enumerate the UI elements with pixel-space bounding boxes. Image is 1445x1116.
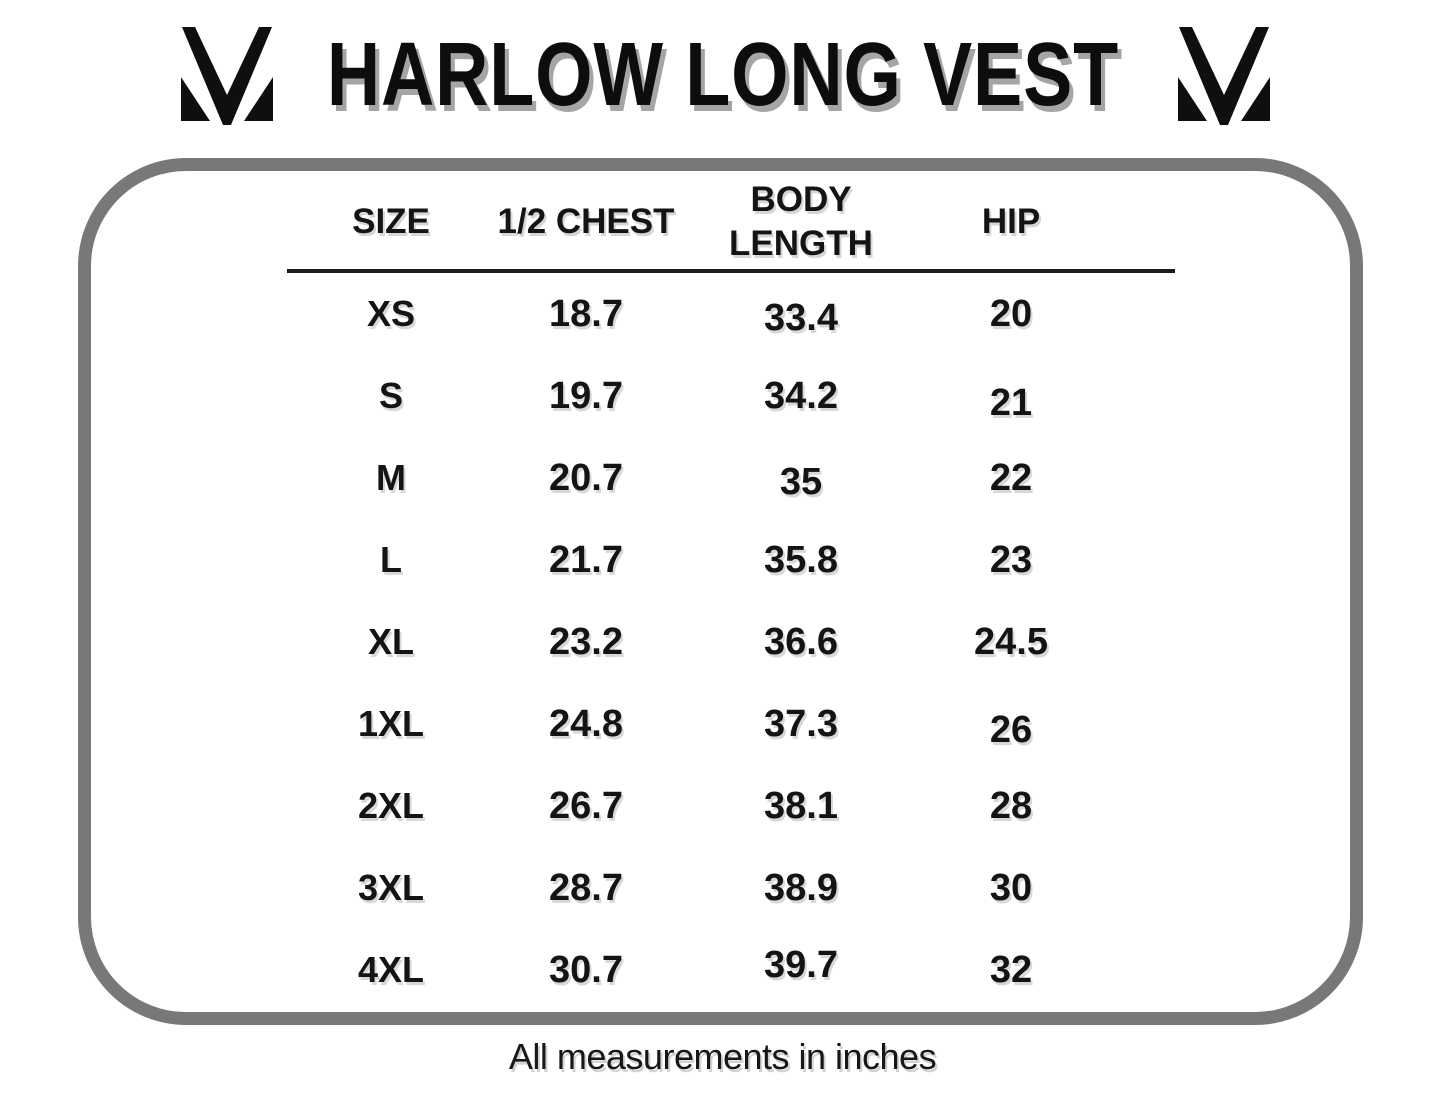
table-row: L 21.7 35.8 23 xyxy=(287,519,1179,601)
size-chart-table: SIZE 1/2 CHEST BODY LENGTH HIP XS 18.7 3… xyxy=(287,175,1179,1011)
size-cell: 2XL xyxy=(357,785,425,826)
size-cell: 3XL xyxy=(357,867,425,908)
footer-note: All measurements in inches xyxy=(508,1036,937,1077)
table-row: 1XL 24.8 37.3 26 xyxy=(287,683,1179,765)
body-length-cell: 39.7 xyxy=(764,943,838,986)
table-row: 3XL 28.7 38.9 30 xyxy=(287,847,1179,929)
col-header-size: SIZE xyxy=(352,202,430,242)
half-chest-cell: 21.7 xyxy=(549,538,623,581)
half-chest-cell: 23.2 xyxy=(549,620,623,663)
hip-cell: 22 xyxy=(989,456,1033,499)
body-length-cell: 35.8 xyxy=(764,538,838,581)
body-length-cell: 38.9 xyxy=(764,866,838,909)
header-divider xyxy=(287,269,1175,273)
half-chest-cell: 24.8 xyxy=(549,702,623,745)
half-chest-cell: 18.7 xyxy=(549,292,623,335)
page-title: HARLOW LONG VEST xyxy=(326,24,1119,125)
table-row: M 20.7 35 22 xyxy=(287,437,1179,519)
half-chest-cell: 19.7 xyxy=(549,374,623,417)
table-row: 4XL 30.7 39.7 32 xyxy=(287,929,1179,1011)
body-length-cell: 34.2 xyxy=(764,374,838,417)
body-length-cell: 38.1 xyxy=(764,784,838,827)
hip-cell: 32 xyxy=(989,948,1033,991)
col-header-half-chest: 1/2 CHEST xyxy=(497,202,675,242)
half-chest-cell: 28.7 xyxy=(549,866,623,909)
size-cell: L xyxy=(380,539,402,580)
table-row: S 19.7 34.2 21 xyxy=(287,355,1179,437)
size-cell: M xyxy=(376,457,406,498)
size-cell: 4XL xyxy=(357,949,425,990)
hip-cell: 23 xyxy=(989,538,1033,581)
table-row: XS 18.7 33.4 20 xyxy=(287,273,1179,355)
size-cell: 1XL xyxy=(357,703,425,744)
hip-cell: 20 xyxy=(989,292,1033,335)
hip-cell: 21 xyxy=(989,381,1033,424)
body-length-cell: 33.4 xyxy=(764,296,838,339)
mv-logo-left-icon xyxy=(163,25,291,125)
hip-cell: 28 xyxy=(989,784,1033,827)
size-cell: XL xyxy=(367,621,414,662)
table-row: XL 23.2 36.6 24.5 xyxy=(287,601,1179,683)
body-length-cell: 35 xyxy=(779,460,823,503)
half-chest-cell: 30.7 xyxy=(549,948,623,991)
body-length-cell: 37.3 xyxy=(764,702,838,745)
table-row: 2XL 26.7 38.1 28 xyxy=(287,765,1179,847)
body-length-cell: 36.6 xyxy=(764,620,838,663)
half-chest-cell: 20.7 xyxy=(549,456,623,499)
col-header-body-length: BODY LENGTH xyxy=(729,180,873,263)
hip-cell: 24.5 xyxy=(974,620,1048,663)
col-header-hip: HIP xyxy=(981,202,1041,242)
mv-logo-right-icon xyxy=(1160,25,1288,125)
half-chest-cell: 26.7 xyxy=(549,784,623,827)
hip-cell: 30 xyxy=(989,866,1033,909)
size-cell: S xyxy=(378,375,403,416)
size-chart-panel: SIZE 1/2 CHEST BODY LENGTH HIP XS 18.7 3… xyxy=(78,158,1363,1025)
header: HARLOW LONG VEST xyxy=(0,20,1445,130)
table-header-row: SIZE 1/2 CHEST BODY LENGTH HIP xyxy=(287,175,1179,269)
hip-cell: 26 xyxy=(989,708,1033,751)
size-cell: XS xyxy=(366,293,416,334)
size-table-body: XS 18.7 33.4 20 S 19.7 34.2 21 M 20.7 35… xyxy=(287,273,1179,1011)
